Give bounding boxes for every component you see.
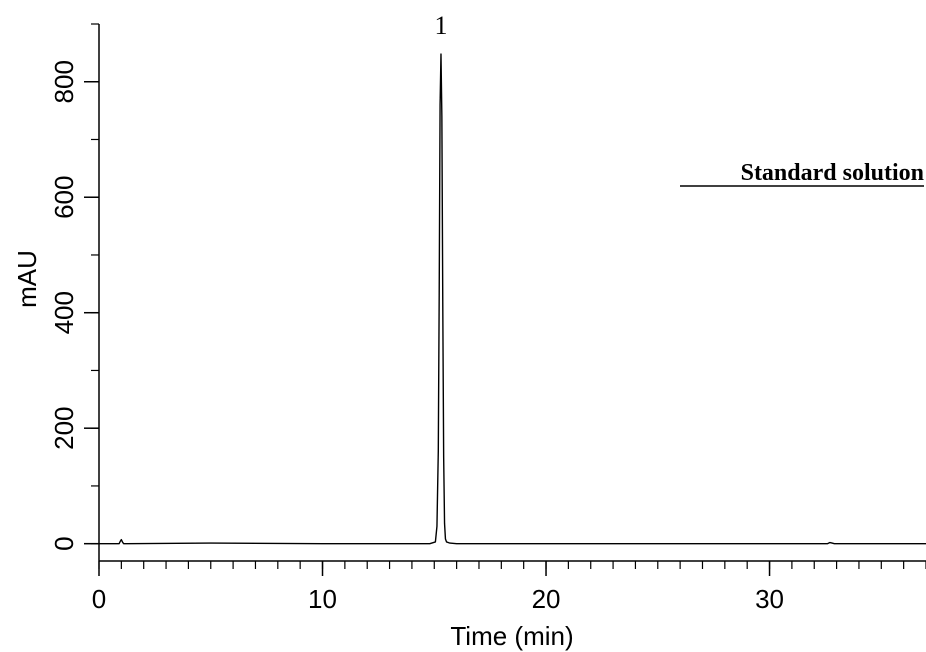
- x-tick-label: 0: [92, 584, 106, 614]
- x-tick-label: 20: [532, 584, 561, 614]
- y-tick-label: 400: [49, 291, 79, 334]
- y-tick-label: 600: [49, 176, 79, 219]
- x-tick-label: 30: [755, 584, 784, 614]
- chromatogram-series-line: [99, 53, 926, 545]
- chart-ticks: 0 10 20 30 0 200 400 600 800: [49, 23, 926, 614]
- peak-label: 1: [434, 11, 447, 40]
- y-axis-label: mAU: [12, 250, 42, 308]
- y-tick-label: 0: [49, 536, 79, 550]
- chart-series: [99, 53, 926, 545]
- annotation-label: Standard solution: [741, 160, 924, 186]
- y-tick-label: 200: [49, 406, 79, 449]
- y-tick-label: 800: [49, 60, 79, 103]
- x-tick-label: 10: [308, 584, 337, 614]
- x-axis-label: Time (min): [450, 621, 573, 651]
- chart-axes: [98, 24, 926, 562]
